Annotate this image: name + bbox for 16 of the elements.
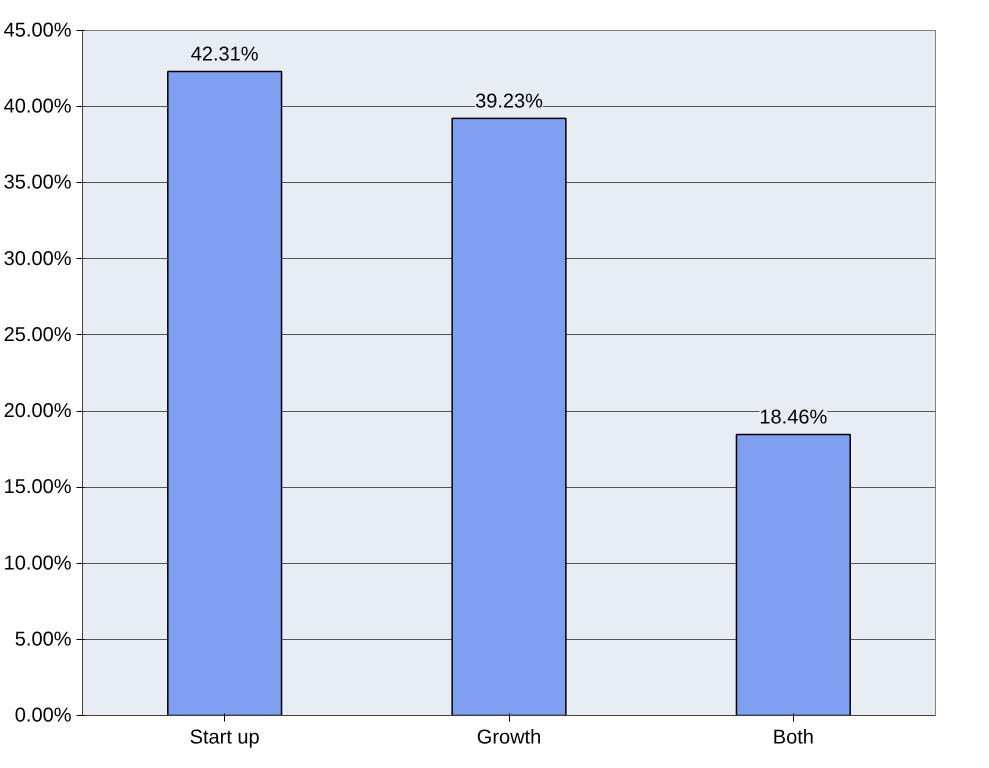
data-label: 39.23% <box>475 90 544 112</box>
y-tick-label: 0.00% <box>14 704 72 726</box>
y-tick-label: 25.00% <box>4 324 72 346</box>
y-tick-label: 10.00% <box>4 552 72 574</box>
y-tick-label: 30.00% <box>4 248 72 270</box>
x-tick-label: Both <box>772 726 814 748</box>
y-tick-label: 5.00% <box>14 628 72 650</box>
data-label: 18.46% <box>759 406 828 428</box>
x-tick-label: Growth <box>476 726 542 748</box>
x-tick-label: Start up <box>190 726 260 748</box>
y-tick-label: 40.00% <box>4 96 72 118</box>
y-tick-label: 45.00% <box>4 20 72 42</box>
data-label: 42.31% <box>190 43 259 66</box>
y-tick-label: 35.00% <box>4 172 72 194</box>
y-tick-label: 20.00% <box>4 400 72 422</box>
y-tick-label: 15.00% <box>4 476 72 498</box>
